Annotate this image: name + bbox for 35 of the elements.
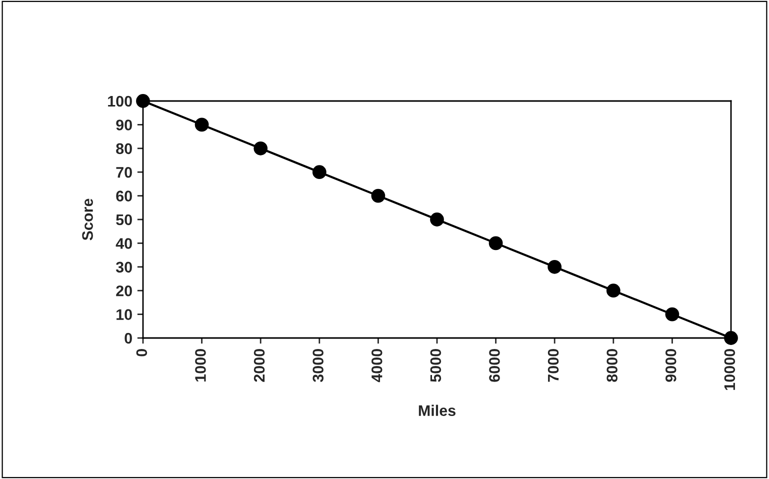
y-tick-label: 10	[116, 309, 132, 320]
x-tick-label: 1000	[195, 349, 206, 382]
point	[488, 236, 503, 250]
x-tick-label: 3000	[312, 349, 324, 382]
point	[665, 307, 680, 322]
point	[136, 94, 150, 108]
x-tick-label: 4000	[371, 349, 382, 382]
x-tick-label: 6000	[489, 349, 500, 382]
point	[371, 188, 386, 203]
x-axis-title: Miles	[418, 404, 456, 416]
y-axis-title: Score	[82, 198, 93, 240]
y-tick-label: 60	[116, 190, 132, 202]
x-tick-label: 0	[136, 349, 148, 356]
point	[606, 284, 620, 298]
x-tick-label: 7000	[548, 349, 559, 382]
y-tick-label: 0	[124, 332, 132, 344]
point	[430, 212, 444, 226]
y-tick-label: 90	[116, 120, 132, 130]
point	[194, 118, 209, 132]
point	[254, 141, 268, 156]
y-tick-label: 40	[116, 238, 132, 249]
y-tick-label: 100	[108, 96, 132, 107]
y-tick-label: 70	[116, 166, 132, 178]
point	[724, 331, 738, 345]
x-tick-label: 8000	[606, 349, 618, 382]
x-tick-label: 5000	[430, 349, 442, 382]
y-tick-label: 80	[116, 143, 132, 154]
y-tick-label: 50	[116, 214, 132, 226]
point	[548, 260, 562, 274]
x-tick-label: 9000	[665, 349, 676, 382]
y-tick-label: 30	[116, 262, 132, 273]
x-tick-label: 10000	[724, 349, 736, 390]
y-tick-label: 20	[116, 285, 132, 296]
x-tick-label: 2000	[254, 349, 265, 382]
point	[312, 165, 326, 180]
